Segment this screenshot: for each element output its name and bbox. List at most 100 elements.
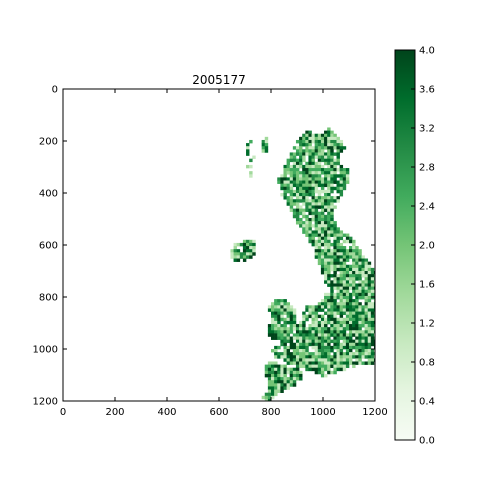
heatmap-cell <box>368 290 371 293</box>
heatmap-cell <box>305 343 308 346</box>
heatmap-cell <box>352 330 355 333</box>
heatmap-cell <box>327 302 330 305</box>
heatmap-cell <box>355 252 358 255</box>
heatmap-cell <box>333 277 336 280</box>
heatmap-cell <box>305 368 308 371</box>
heatmap-cell <box>374 349 377 352</box>
heatmap-cell <box>374 312 377 315</box>
heatmap-cell <box>374 302 377 305</box>
heatmap-cell <box>243 240 246 243</box>
heatmap-cell <box>308 230 311 233</box>
heatmap-cell <box>308 152 311 155</box>
heatmap-cell <box>352 259 355 262</box>
heatmap-cell <box>343 174 346 177</box>
heatmap-cell <box>321 137 324 140</box>
heatmap-cell <box>343 283 346 286</box>
heatmap-cell <box>296 221 299 224</box>
heatmap-cell <box>283 299 286 302</box>
heatmap-cell <box>368 280 371 283</box>
heatmap-cell <box>321 355 324 358</box>
heatmap-cell <box>296 377 299 380</box>
heatmap-cell <box>315 358 318 361</box>
heatmap-cell <box>346 327 349 330</box>
heatmap-cell <box>290 196 293 199</box>
heatmap-cell <box>346 308 349 311</box>
heatmap-cell <box>374 315 377 318</box>
heatmap-cell <box>296 146 299 149</box>
heatmap-cell <box>302 174 305 177</box>
heatmap-cell <box>333 230 336 233</box>
heatmap-cell <box>358 343 361 346</box>
heatmap-cell <box>343 365 346 368</box>
heatmap-cell <box>315 234 318 237</box>
heatmap-cell <box>340 349 343 352</box>
heatmap-cell <box>318 146 321 149</box>
heatmap-cell <box>262 396 265 399</box>
heatmap-cell <box>271 396 274 399</box>
heatmap-cell <box>318 333 321 336</box>
heatmap-cell <box>315 246 318 249</box>
heatmap-cell <box>308 305 311 308</box>
heatmap-cell <box>333 252 336 255</box>
heatmap-cell <box>333 181 336 184</box>
heatmap-cell <box>361 259 364 262</box>
heatmap-cell <box>361 265 364 268</box>
heatmap-cell <box>305 205 308 208</box>
heatmap-cell <box>343 337 346 340</box>
heatmap-cell <box>315 321 318 324</box>
heatmap-cell <box>358 318 361 321</box>
heatmap-cell <box>343 299 346 302</box>
heatmap-cell <box>290 377 293 380</box>
heatmap-cell <box>234 259 237 262</box>
heatmap-cell <box>296 205 299 208</box>
heatmap-cell <box>243 259 246 262</box>
heatmap-cell <box>315 346 318 349</box>
heatmap-cell <box>265 140 268 143</box>
heatmap-cell <box>299 187 302 190</box>
heatmap-cell <box>302 318 305 321</box>
heatmap-cell <box>340 243 343 246</box>
heatmap-cell <box>327 131 330 134</box>
heatmap-cell <box>296 324 299 327</box>
heatmap-cell <box>271 349 274 352</box>
heatmap-cell <box>355 277 358 280</box>
heatmap-cell <box>346 312 349 315</box>
heatmap-cell <box>302 330 305 333</box>
heatmap-cell <box>333 168 336 171</box>
heatmap-cell <box>346 296 349 299</box>
heatmap-cell <box>287 386 290 389</box>
y-tick-label: 1200 <box>33 397 58 408</box>
heatmap-cell <box>293 371 296 374</box>
heatmap-cell <box>318 174 321 177</box>
heatmap-cell <box>305 358 308 361</box>
heatmap-cell <box>312 205 315 208</box>
heatmap-cell <box>265 368 268 371</box>
heatmap-cell <box>327 237 330 240</box>
heatmap-cell <box>262 140 265 143</box>
heatmap-cell <box>333 152 336 155</box>
heatmap-cell <box>324 337 327 340</box>
heatmap-cell <box>321 134 324 137</box>
heatmap-cell <box>343 268 346 271</box>
heatmap-cell <box>327 255 330 258</box>
heatmap-cell <box>340 330 343 333</box>
heatmap-cell <box>330 143 333 146</box>
heatmap-cell <box>321 255 324 258</box>
heatmap-cell <box>315 324 318 327</box>
heatmap-cell <box>315 330 318 333</box>
heatmap-cell <box>277 337 280 340</box>
heatmap-cell <box>268 371 271 374</box>
heatmap-cell <box>333 143 336 146</box>
heatmap-cell <box>368 274 371 277</box>
heatmap-cell <box>268 324 271 327</box>
heatmap-cell <box>346 177 349 180</box>
heatmap-cell <box>343 346 346 349</box>
heatmap-cell <box>293 215 296 218</box>
heatmap-cell <box>302 340 305 343</box>
heatmap-cell <box>324 312 327 315</box>
heatmap-cell <box>302 149 305 152</box>
heatmap-cell <box>333 177 336 180</box>
heatmap-cell <box>340 255 343 258</box>
heatmap-cell <box>324 265 327 268</box>
